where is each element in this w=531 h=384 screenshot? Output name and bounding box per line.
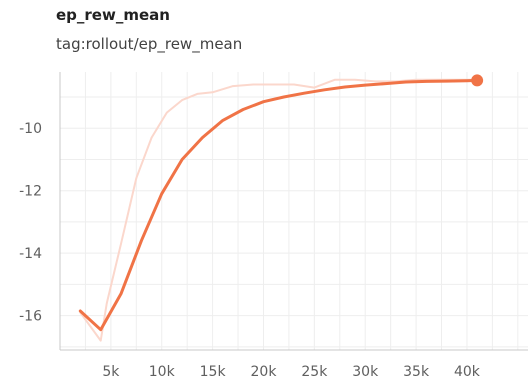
y-tick-label: -12 <box>19 184 42 200</box>
tick-labels: 5k 10k 15k 20k 25k 30k 35k 40k -10 -12 -14 -16 <box>19 121 481 380</box>
raw-data-point <box>135 177 138 180</box>
raw-data-point <box>232 85 234 87</box>
smoothed-data-point <box>242 108 244 111</box>
raw-data-point <box>166 111 168 114</box>
smoothed-data-point <box>384 82 387 85</box>
raw-data-point <box>252 83 255 86</box>
smoothed-data-point <box>425 80 428 83</box>
raw-data-point <box>99 339 102 342</box>
smoothed-series-line <box>78 78 479 332</box>
raw-data-point <box>333 79 336 81</box>
x-tick-label: 15k <box>200 364 227 380</box>
smoothed-data-point <box>364 84 367 86</box>
smoothed-data-point <box>262 100 265 103</box>
raw-data-point <box>272 83 275 86</box>
smoothed-data-point <box>466 79 468 82</box>
raw-data-point <box>354 79 356 81</box>
grid <box>60 72 528 350</box>
raw-series-line <box>79 78 479 342</box>
raw-data-point <box>211 91 214 94</box>
x-tick-label: 30k <box>352 364 379 380</box>
smoothed-data-point <box>344 86 346 88</box>
x-tick-label: 10k <box>149 364 176 380</box>
axes <box>59 72 528 351</box>
raw-data-point <box>181 99 183 101</box>
raw-data-point <box>150 136 153 139</box>
x-tick-label: 25k <box>301 364 328 380</box>
smoothed-data-point <box>221 119 224 122</box>
smoothed-data-point <box>160 193 163 195</box>
smoothed-data-point <box>303 92 305 95</box>
smoothed-data-point <box>323 89 326 91</box>
raw-data-point <box>293 83 295 86</box>
chart-subtitle: tag:rollout/ep_rew_mean <box>56 35 243 53</box>
series-layer <box>78 74 484 342</box>
smoothed-data-point <box>99 328 102 331</box>
smoothed-data-point <box>405 81 407 83</box>
smoothed-data-point <box>120 292 122 295</box>
last-point-marker <box>471 74 484 87</box>
smoothed-data-point <box>445 80 448 82</box>
smoothed-data-point <box>79 310 82 312</box>
x-tick-label: 5k <box>102 364 120 380</box>
y-tick-label: -14 <box>19 246 42 262</box>
x-tick-label: 20k <box>251 364 278 380</box>
raw-data-point <box>374 80 377 83</box>
x-tick-label: 35k <box>403 364 430 380</box>
raw-data-point <box>313 86 316 89</box>
smoothed-data-point <box>140 239 143 242</box>
raw-data-point <box>120 242 122 245</box>
y-tick-label: -16 <box>19 309 42 325</box>
chart-title: ep_rew_mean <box>56 6 170 24</box>
y-tick-label: -10 <box>19 121 42 137</box>
raw-data-point <box>106 302 108 304</box>
smoothed-data-point <box>201 136 204 139</box>
raw-data-point <box>196 93 199 95</box>
x-tick-label: 40k <box>454 364 481 380</box>
smoothed-data-point <box>283 96 285 98</box>
smoothed-data-point <box>181 158 183 161</box>
